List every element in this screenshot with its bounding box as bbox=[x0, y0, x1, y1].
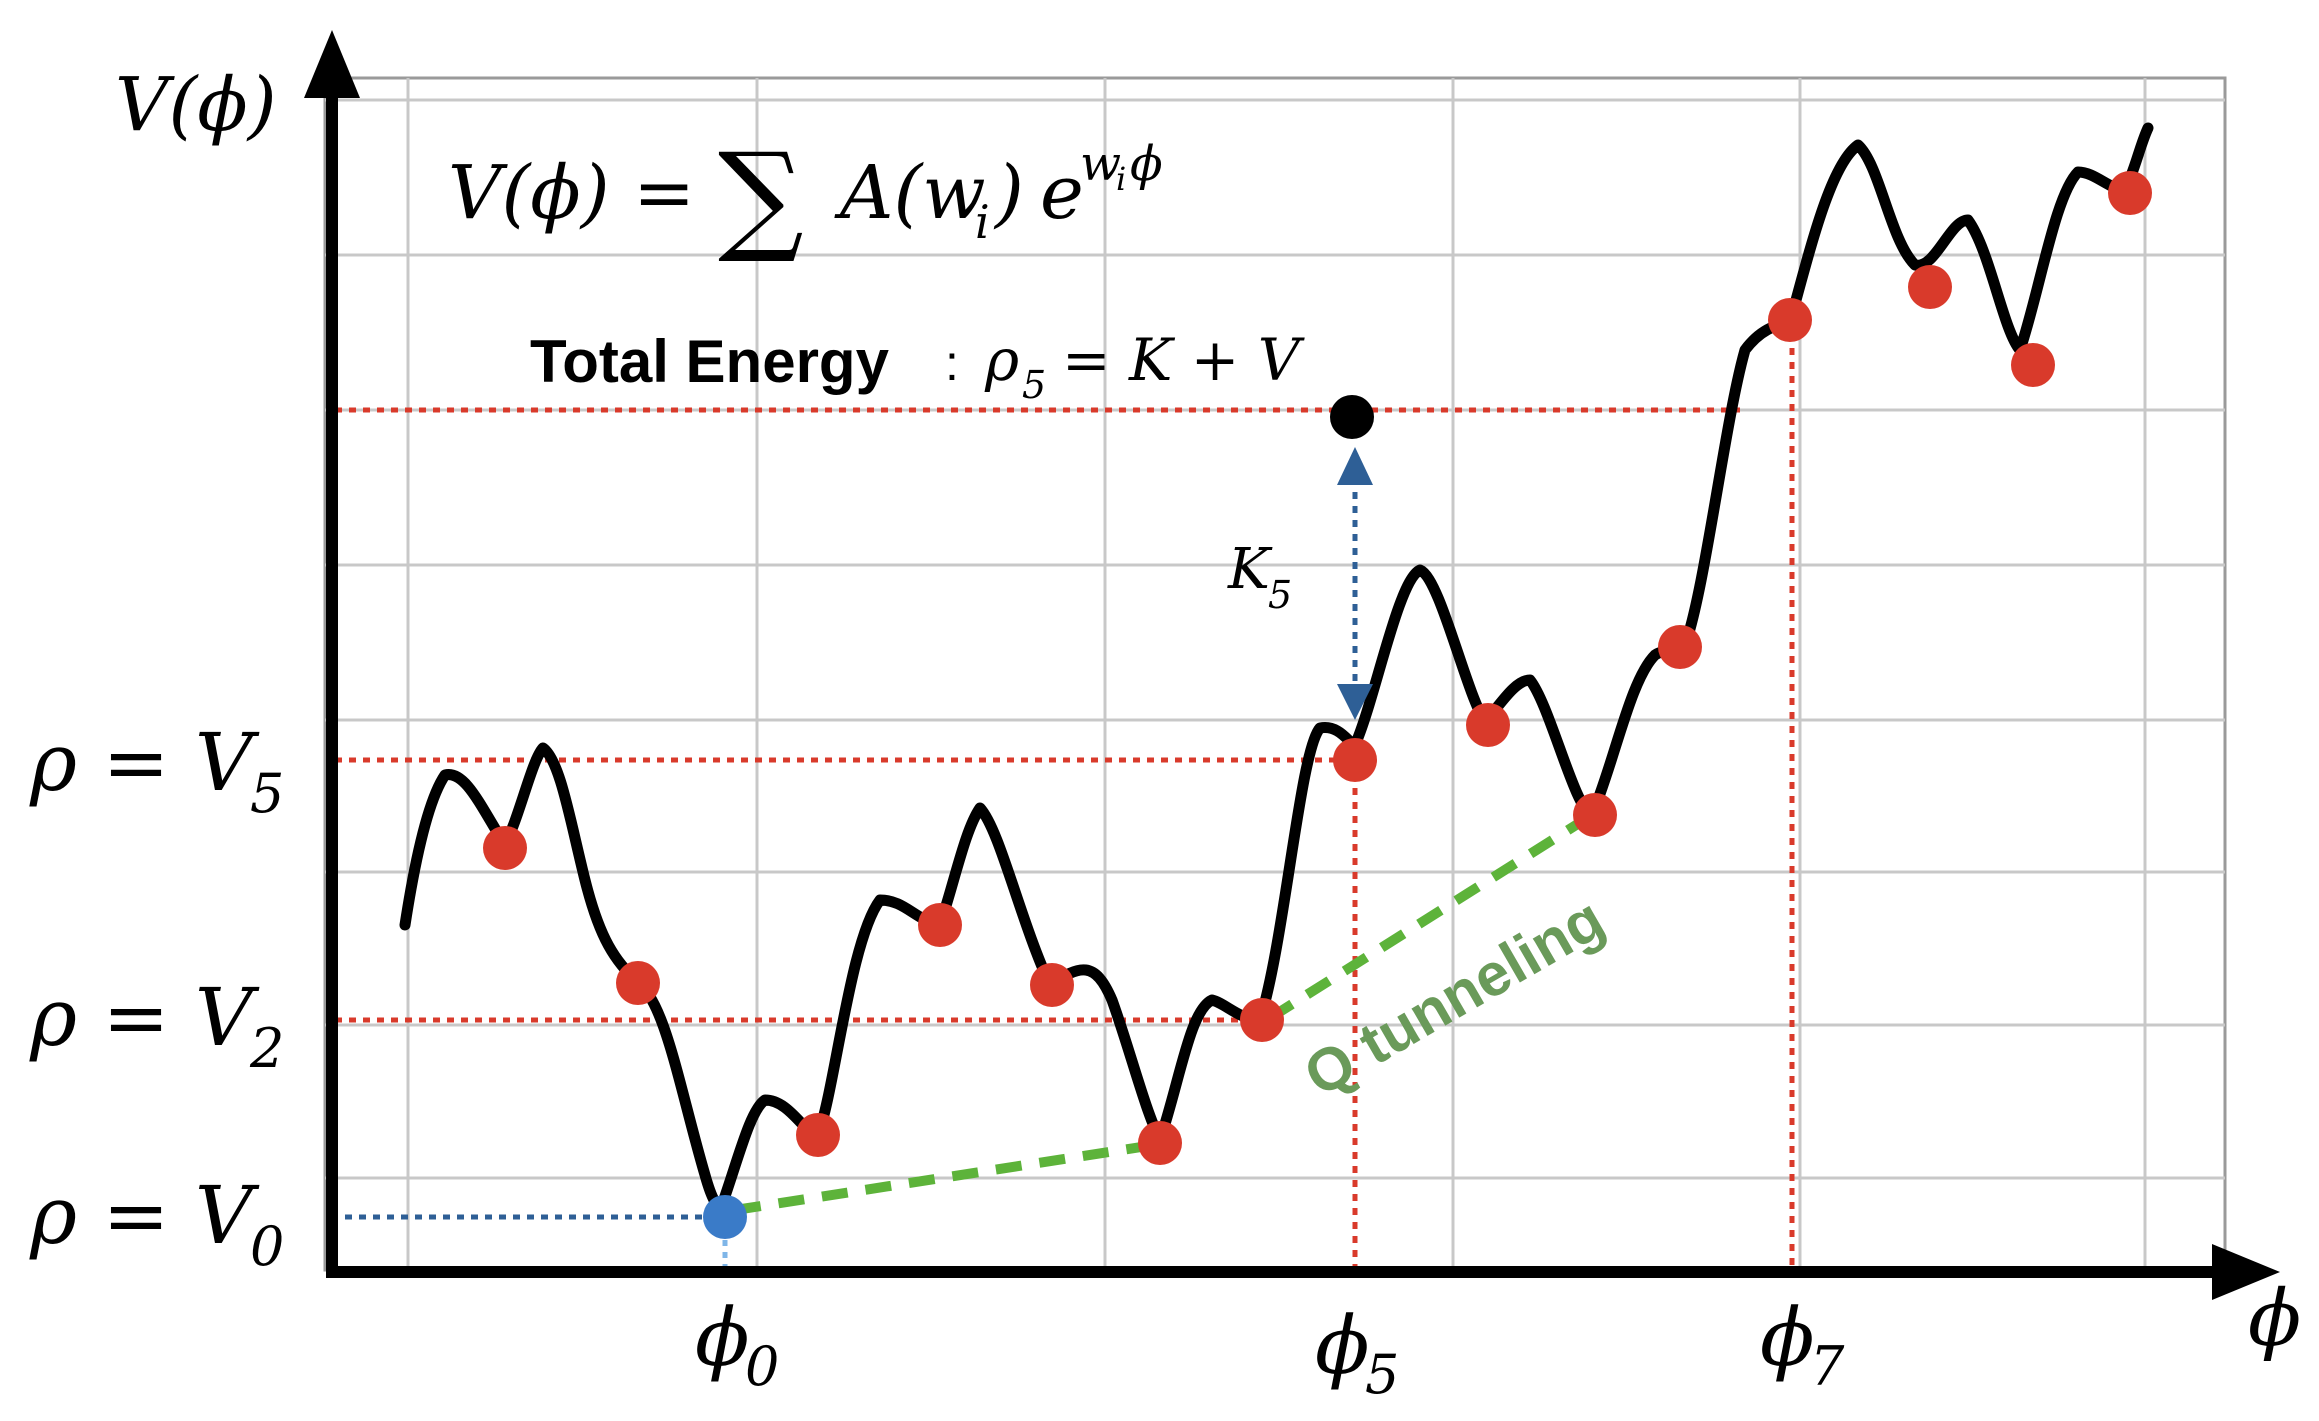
minimum-point bbox=[796, 1113, 840, 1157]
energy-guide-lines bbox=[335, 320, 1795, 1268]
svg-text:ϕ: ϕ bbox=[695, 1291, 750, 1384]
phi5-label: ϕ 5 bbox=[1315, 1299, 1399, 1406]
svg-text:ϕ: ϕ bbox=[1130, 136, 1163, 192]
svg-text:ρ = V: ρ = V bbox=[29, 716, 260, 809]
svg-text:ρ: ρ bbox=[984, 326, 1019, 394]
svg-text::: : bbox=[945, 335, 959, 391]
k5-label: K 5 bbox=[1227, 537, 1292, 617]
minimum-point bbox=[2108, 171, 2152, 215]
svg-text:2: 2 bbox=[249, 1017, 284, 1080]
x-axis-arrow bbox=[2212, 1244, 2280, 1300]
svg-text:∑: ∑ bbox=[718, 128, 804, 267]
minimum-point bbox=[1658, 625, 1702, 669]
svg-text:ρ = V: ρ = V bbox=[29, 1169, 260, 1262]
minimum-point bbox=[1138, 1121, 1182, 1165]
x-axis-label: ϕ bbox=[2248, 1274, 2301, 1364]
tunnel-path-2 bbox=[1267, 810, 1595, 1023]
minimum-point-v5 bbox=[1333, 738, 1377, 782]
svg-text:K: K bbox=[1227, 537, 1273, 602]
total-energy-label: Total Energy : ρ 5 = K + V bbox=[530, 326, 1305, 407]
svg-text:0: 0 bbox=[745, 1335, 779, 1398]
k5-arrow-head-up bbox=[1337, 447, 1373, 485]
svg-text:ϕ: ϕ bbox=[1760, 1291, 1815, 1384]
svg-text:ϕ: ϕ bbox=[1315, 1299, 1370, 1392]
minimum-point bbox=[2011, 343, 2055, 387]
svg-text:i: i bbox=[1116, 160, 1126, 198]
svg-text:= K + V: = K + V bbox=[1062, 326, 1305, 394]
axes bbox=[304, 30, 2280, 1300]
svg-text:5: 5 bbox=[1365, 1343, 1399, 1406]
svg-text:e: e bbox=[1040, 150, 1084, 236]
y-axis-arrow bbox=[304, 30, 360, 98]
svg-text:7: 7 bbox=[1810, 1335, 1845, 1398]
svg-text:w: w bbox=[1080, 136, 1121, 192]
ground-state-point bbox=[703, 1195, 747, 1239]
minima-points bbox=[483, 171, 2152, 1165]
minimum-point bbox=[918, 903, 962, 947]
svg-text:Total Energy: Total Energy bbox=[530, 328, 890, 395]
minimum-point bbox=[1240, 998, 1284, 1042]
phi7-label: ϕ 7 bbox=[1760, 1291, 1845, 1398]
minimum-point bbox=[483, 826, 527, 870]
svg-text:i: i bbox=[975, 195, 990, 249]
rho-v0-label: ρ = V 0 bbox=[29, 1169, 284, 1278]
svg-text:V(ϕ) =: V(ϕ) = bbox=[448, 150, 695, 236]
svg-text:ρ = V: ρ = V bbox=[29, 971, 260, 1064]
rho-v5-label: ρ = V 5 bbox=[29, 716, 284, 825]
minimum-point bbox=[1908, 265, 1952, 309]
k5-arrow-head-down bbox=[1337, 684, 1373, 720]
svg-text:): ) bbox=[993, 150, 1024, 236]
plot-frame bbox=[323, 76, 2227, 1272]
tunneling-paths bbox=[734, 810, 1595, 1215]
tunnel-path-1 bbox=[734, 1141, 1149, 1215]
grid bbox=[325, 78, 2225, 1270]
minimum-point bbox=[1573, 793, 1617, 837]
y-axis-label: V(ϕ) bbox=[115, 62, 277, 148]
phi0-label: ϕ 0 bbox=[695, 1291, 779, 1398]
potential-formula: V(ϕ) = ∑ A(w i ) e w i ϕ bbox=[448, 128, 1163, 267]
svg-text:5: 5 bbox=[250, 762, 284, 825]
minimum-point bbox=[1030, 963, 1074, 1007]
rho-v2-label: ρ = V 2 bbox=[29, 971, 284, 1080]
svg-text:0: 0 bbox=[250, 1215, 284, 1278]
potential-curve bbox=[399, 122, 2154, 1212]
svg-text:A(w: A(w bbox=[834, 150, 986, 236]
k5-arrow bbox=[1337, 447, 1373, 720]
minimum-point bbox=[1466, 703, 1510, 747]
svg-text:5: 5 bbox=[1022, 363, 1046, 407]
total-energy-point bbox=[1330, 395, 1374, 439]
svg-text:5: 5 bbox=[1268, 573, 1292, 617]
minimum-point bbox=[616, 961, 660, 1005]
minimum-point-v7 bbox=[1768, 298, 1812, 342]
